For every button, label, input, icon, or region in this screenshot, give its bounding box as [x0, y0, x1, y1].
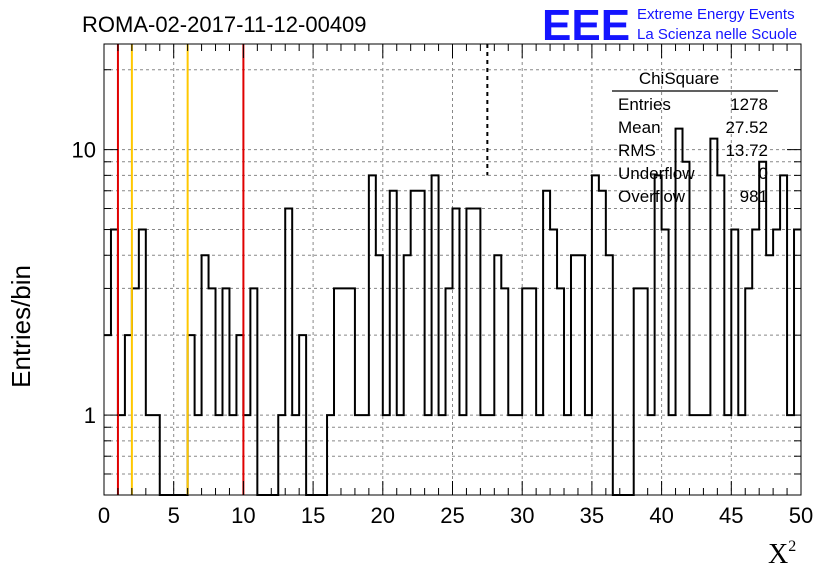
chart-title: ROMA-02-2017-11-12-00409	[82, 12, 367, 37]
x-tick-label: 45	[719, 503, 743, 528]
stats-row-value: 981	[740, 187, 768, 206]
stats-box: ChiSquare Entries 1278 Mean 27.52 RMS 13.72 Un…	[612, 69, 778, 206]
stats-row-value: 0	[759, 164, 768, 183]
stats-row-value: 13.72	[725, 141, 768, 160]
x-tick-label: 30	[510, 503, 534, 528]
x-axis-label-base: X	[768, 539, 788, 570]
y-tick-label: 1	[84, 403, 96, 428]
x-tick-label: 0	[98, 503, 110, 528]
stats-row-label: Underflow	[618, 164, 695, 183]
logo-line-2: La Scienza nelle Scuole	[637, 26, 797, 43]
stats-rows: Entries 1278 Mean 27.52 RMS 13.72 Underflow 0 Ov…	[618, 95, 768, 206]
stats-row-label: Entries	[618, 95, 671, 114]
stats-row-value: 27.52	[725, 118, 768, 137]
y-tick-label: 10	[72, 138, 96, 163]
x-tick-label: 20	[371, 503, 395, 528]
histogram-outline	[104, 127, 801, 496]
x-tick-label: 25	[440, 503, 464, 528]
x-tick-label: 5	[168, 503, 180, 528]
x-tick-label: 40	[649, 503, 673, 528]
histogram	[104, 127, 801, 496]
stats-title: ChiSquare	[639, 69, 719, 88]
stats-row-label: Overflow	[618, 187, 686, 206]
logo-eee: EEE	[542, 1, 630, 50]
x-tick-label: 15	[301, 503, 325, 528]
logo-line-1: Extreme Energy Events	[637, 6, 795, 23]
x-tick-label: 35	[580, 503, 604, 528]
axis-ticks: 0 5 10 15 20 25 30 35 40 45 50 1 10	[72, 44, 813, 528]
logo: EEE Extreme Energy Events La Scienza nel…	[542, 1, 797, 50]
reference-lines	[116, 44, 489, 495]
x-axis-label: X2	[768, 538, 796, 570]
stats-row-label: RMS	[618, 141, 656, 160]
x-tick-label: 50	[789, 503, 813, 528]
y-axis-label: Entries/bin	[6, 265, 36, 388]
x-axis-label-superscript: 2	[788, 538, 796, 555]
x-tick-label: 10	[231, 503, 255, 528]
stats-row-value: 1278	[730, 95, 768, 114]
stats-row-label: Mean	[618, 118, 661, 137]
